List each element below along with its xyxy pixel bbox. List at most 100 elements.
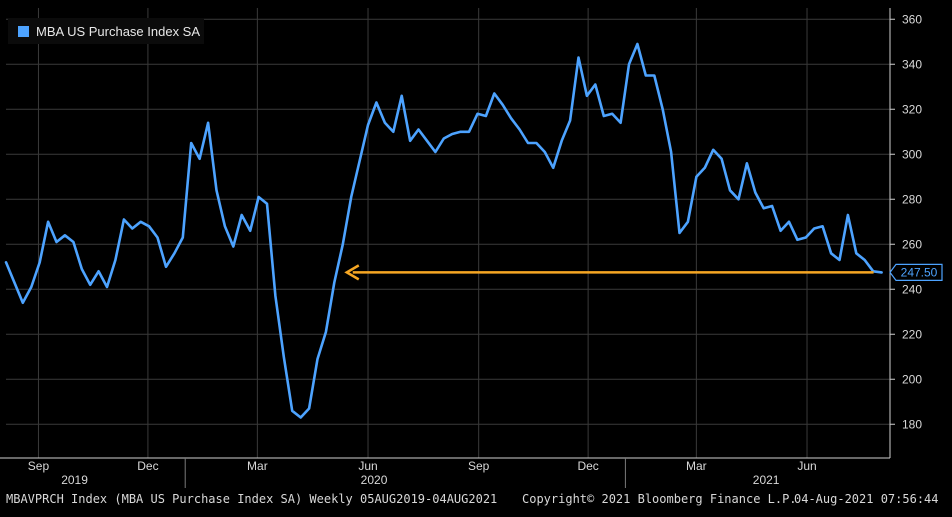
data-point	[560, 139, 563, 142]
data-point	[223, 225, 226, 228]
data-point	[501, 103, 504, 106]
data-point	[779, 229, 782, 232]
y-axis: 180 200 220 240 260 280 300 320 340 360 247.50	[889, 8, 943, 458]
data-point	[855, 252, 858, 255]
data-point	[97, 270, 100, 273]
data-point	[5, 261, 7, 264]
data-point	[586, 94, 588, 97]
legend: MBA US Purchase Index SA	[8, 18, 204, 44]
annotation-arrow-head	[344, 264, 360, 281]
data-point	[594, 83, 597, 86]
data-point	[341, 243, 344, 246]
data-point	[426, 139, 428, 142]
data-point	[190, 142, 193, 144]
data-point	[131, 227, 134, 230]
annotation-layer	[344, 264, 874, 281]
data-point	[64, 234, 66, 237]
gridlines	[6, 8, 890, 458]
data-point	[813, 227, 816, 230]
x-tick-label: Sep	[468, 459, 490, 473]
data-point	[55, 241, 58, 243]
data-point	[644, 74, 647, 77]
data-point	[249, 229, 252, 232]
x-tick-label: Sep	[28, 459, 50, 473]
data-point	[796, 238, 799, 241]
series-line	[4, 42, 883, 419]
data-point	[695, 175, 698, 178]
data-point	[80, 268, 83, 270]
data-point	[72, 241, 75, 243]
data-point	[518, 128, 521, 131]
data-point	[729, 189, 731, 192]
y-tick-label: 320	[902, 102, 922, 116]
footer-bar: MBAVPRCH Index (MBA US Purchase Index SA…	[0, 488, 952, 517]
data-point	[468, 130, 470, 133]
data-point	[114, 259, 117, 261]
data-point	[139, 220, 142, 223]
data-point	[375, 101, 378, 104]
y-tick-label: 280	[902, 192, 922, 206]
footer-timestamp: 04-Aug-2021 07:56:44	[794, 492, 939, 506]
chart-area: MBA US Purchase Index SA 180 200 220 240 260…	[0, 8, 943, 488]
data-point	[409, 139, 412, 142]
data-point	[21, 301, 24, 304]
data-point	[552, 166, 555, 169]
data-point	[173, 252, 176, 255]
data-point	[148, 225, 151, 228]
data-point	[788, 220, 790, 223]
data-point	[493, 92, 496, 95]
data-point	[838, 259, 841, 261]
data-point	[442, 137, 445, 140]
y-tick-label: 260	[902, 237, 922, 251]
legend-swatch	[18, 26, 29, 37]
data-point	[207, 121, 209, 124]
data-point	[358, 160, 361, 162]
data-point	[712, 148, 715, 151]
x-tick-label: Mar	[247, 459, 268, 473]
x-year-label: 2019	[61, 473, 88, 487]
data-point	[106, 286, 108, 288]
x-tick-label: Dec	[577, 459, 598, 473]
data-point	[847, 214, 849, 216]
data-point	[291, 409, 294, 412]
data-point	[122, 218, 125, 221]
data-point	[619, 121, 622, 124]
data-point	[451, 133, 454, 135]
data-point	[577, 56, 580, 59]
data-point	[863, 259, 866, 261]
data-point	[569, 119, 571, 122]
data-point	[333, 281, 336, 284]
data-point	[543, 151, 546, 153]
data-point	[535, 142, 538, 144]
series-layer	[4, 42, 883, 419]
data-point	[880, 271, 883, 274]
data-point	[30, 286, 33, 288]
data-point	[417, 128, 420, 131]
legend-label: MBA US Purchase Index SA	[36, 24, 200, 39]
x-tick-label: Mar	[686, 459, 707, 473]
data-point	[47, 220, 49, 223]
data-point	[804, 236, 807, 239]
x-tick-label: Jun	[358, 459, 377, 473]
data-point	[350, 196, 353, 198]
data-point	[636, 43, 639, 45]
data-point	[703, 166, 706, 169]
x-year-label: 2021	[753, 473, 780, 487]
x-year-label: 2020	[361, 473, 388, 487]
x-axis: Sep Dec Mar Jun Sep Dec Mar Jun 2019 2020 2021	[0, 457, 890, 488]
footer-copyright: Copyright© 2021 Bloomberg Finance L.P.	[522, 492, 797, 506]
x-tick-label: Jun	[797, 459, 816, 473]
data-point	[510, 117, 513, 120]
data-point	[400, 94, 403, 97]
data-point	[165, 265, 167, 268]
data-point	[434, 151, 437, 153]
y-tick-label: 180	[902, 417, 922, 431]
data-point	[325, 331, 327, 333]
data-point	[754, 191, 757, 194]
data-point	[181, 236, 184, 239]
data-point	[762, 207, 765, 210]
data-point	[198, 157, 201, 160]
data-point	[308, 407, 310, 410]
data-point	[282, 355, 285, 358]
data-point	[89, 283, 92, 286]
